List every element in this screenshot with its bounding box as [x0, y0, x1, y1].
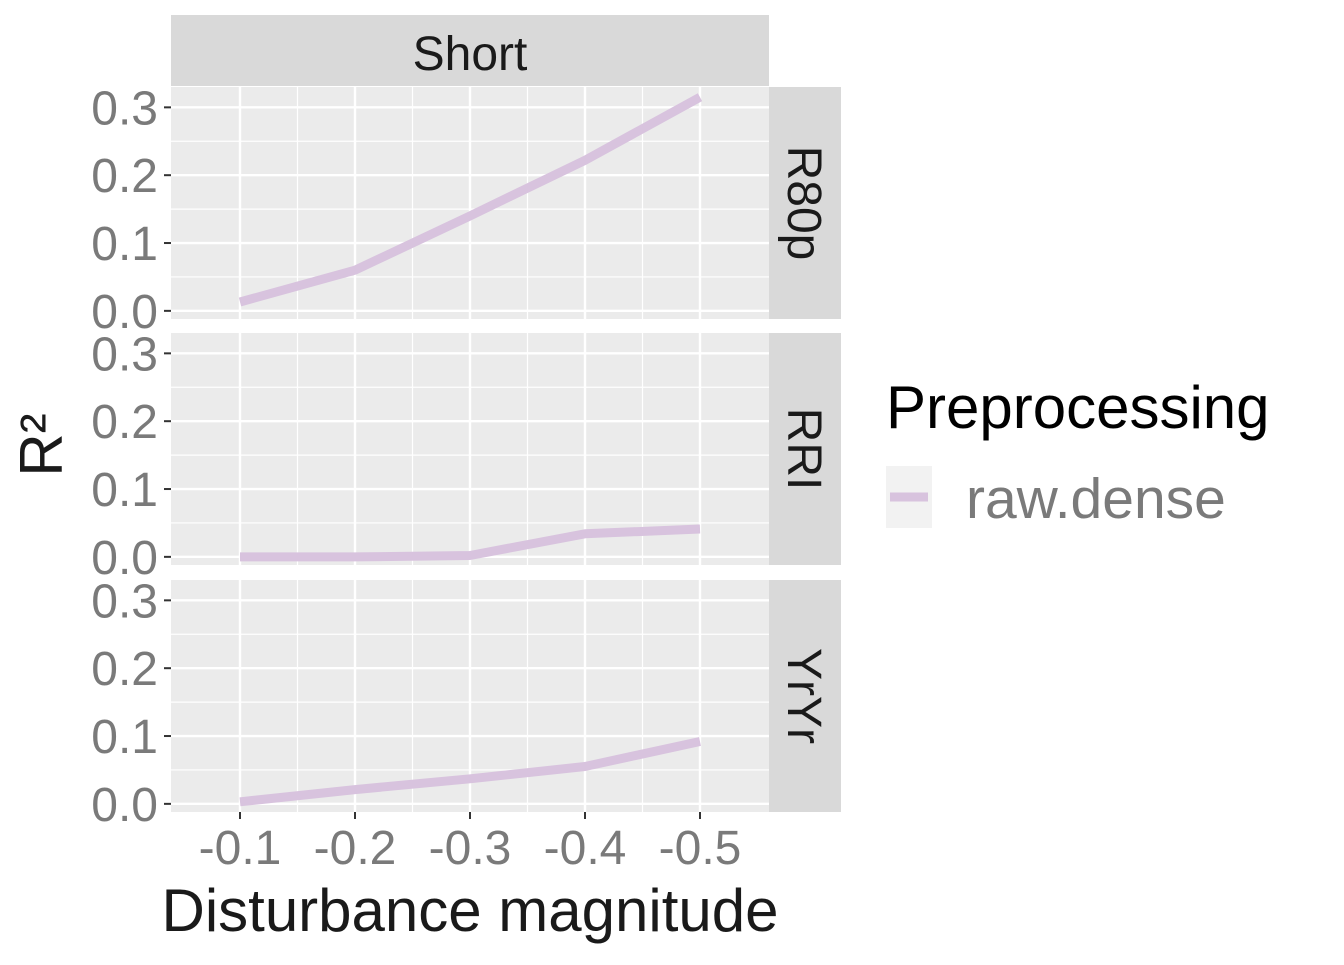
x-tick-label: -0.1: [199, 822, 282, 875]
panel-rri: 0.0 0.1 0.2 0.3 RRI: [91, 328, 841, 585]
x-axis: -0.1 -0.2 -0.3 -0.4 -0.5: [199, 812, 742, 875]
column-strip-bg: [171, 15, 769, 86]
row-strip-label: YrYr: [777, 648, 830, 744]
row-strip-label: RRI: [777, 408, 830, 491]
panels-layer: 0.0 0.1 0.2 0.3 R80p 0.0 0.1 0.2 0.3 RRI 0.0 0.1 0.2…: [91, 82, 841, 832]
y-tick-label: 0.2: [91, 396, 158, 449]
row-strip-bg: [769, 87, 841, 319]
y-tick-label: 0.0: [91, 779, 158, 832]
y-tick-label: 0.0: [91, 532, 158, 585]
x-tick-label: -0.3: [429, 822, 512, 875]
y-tick-label: 0.3: [91, 328, 158, 381]
panel-yryr: 0.0 0.1 0.2 0.3 YrYr: [91, 575, 841, 832]
x-axis-title: Disturbance magnitude: [161, 877, 778, 944]
y-tick-label: 0.2: [91, 150, 158, 203]
y-tick-label: 0.3: [91, 82, 158, 135]
legend: Preprocessing raw.dense: [886, 374, 1270, 531]
x-tick-label: -0.2: [314, 822, 397, 875]
y-axis-title: R²: [8, 413, 75, 476]
legend-title: Preprocessing: [886, 374, 1270, 441]
row-strip-bg: [769, 333, 841, 565]
panel-r80p: 0.0 0.1 0.2 0.3 R80p: [91, 82, 841, 339]
series-line-raw-dense: [238, 93, 703, 307]
y-tick-label: 0.1: [91, 711, 158, 764]
y-tick-label: 0.1: [91, 464, 158, 517]
row-strip-bg: [769, 580, 841, 812]
y-tick-label: 0.3: [91, 575, 158, 628]
row-strip-label: R80p: [777, 146, 830, 261]
series-line-raw-dense: [239, 737, 701, 807]
y-tick-label: 0.2: [91, 643, 158, 696]
column-strip-label: Short: [413, 28, 528, 81]
series-line-raw-dense: [240, 524, 701, 562]
legend-item-label: raw.dense: [966, 467, 1226, 531]
x-tick-label: -0.4: [544, 822, 627, 875]
y-tick-label: 0.1: [91, 218, 158, 271]
y-tick-label: 0.0: [91, 286, 158, 339]
x-tick-label: -0.5: [659, 822, 742, 875]
